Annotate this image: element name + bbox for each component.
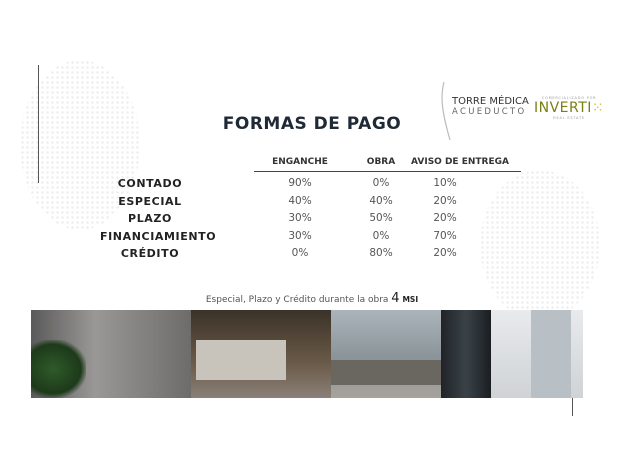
page-title: FORMAS DE PAGO [222,114,402,134]
note-text: Especial, Plazo y Crédito durante la obr… [205,295,389,305]
msi-note: Especial, Plazo y Crédito durante la obr… [0,291,624,306]
logo-wordmark: INVERTI [534,100,592,116]
logo-mark-icon: ⁙ [591,100,605,116]
row-label: FINANCIAMIENTO [100,230,217,243]
logo-tagline: COMERCIALIZADO POR [541,96,597,100]
row-label: ESPECIAL [118,195,182,208]
table-cell: 0% [372,177,390,189]
right-divider [572,380,573,416]
swoosh-icon [441,82,451,141]
table-cell: 50% [369,212,393,224]
table-cell: 40% [288,195,312,207]
left-divider [38,65,39,183]
dotted-decoration-left [20,60,140,230]
logo-name: INVERTI⁙ [534,100,604,116]
column-header: ENGANCHE [272,157,328,167]
table-cell: 0% [372,230,390,242]
table-cell: 30% [288,212,312,224]
table-cell: 10% [433,177,457,189]
logo-subline: REAL ESTATE [553,116,585,120]
logo-subtext: ACUEDUCTO [452,107,527,117]
table-cell: 70% [433,230,457,242]
row-label: PLAZO [128,212,172,225]
inverti-logo: COMERCIALIZADO POR INVERTI⁙ REAL ESTATE [534,96,604,120]
table-cell: 90% [288,177,312,189]
header-rule [254,171,521,172]
lobby-photo [31,310,583,398]
dotted-decoration-right [480,170,600,320]
table-cell: 30% [288,230,312,242]
table-cell: 0% [291,247,309,259]
torre-medica-logo: TORRE MÉDICA ACUEDUCTO [441,82,529,141]
table-cell: 20% [433,247,457,259]
table-cell: 40% [369,195,393,207]
row-label: CONTADO [117,177,183,190]
note-unit: MSI [402,295,419,304]
row-label: CRÉDITO [120,247,180,260]
table-cell: 20% [433,195,457,207]
table-cell: 20% [433,212,457,224]
logo-text: TORRE MÉDICA [452,96,529,107]
table-cell: 80% [369,247,393,259]
note-number: 4 [391,291,400,306]
column-header: AVISO DE ENTREGA [411,157,509,167]
column-header: OBRA [366,157,396,167]
